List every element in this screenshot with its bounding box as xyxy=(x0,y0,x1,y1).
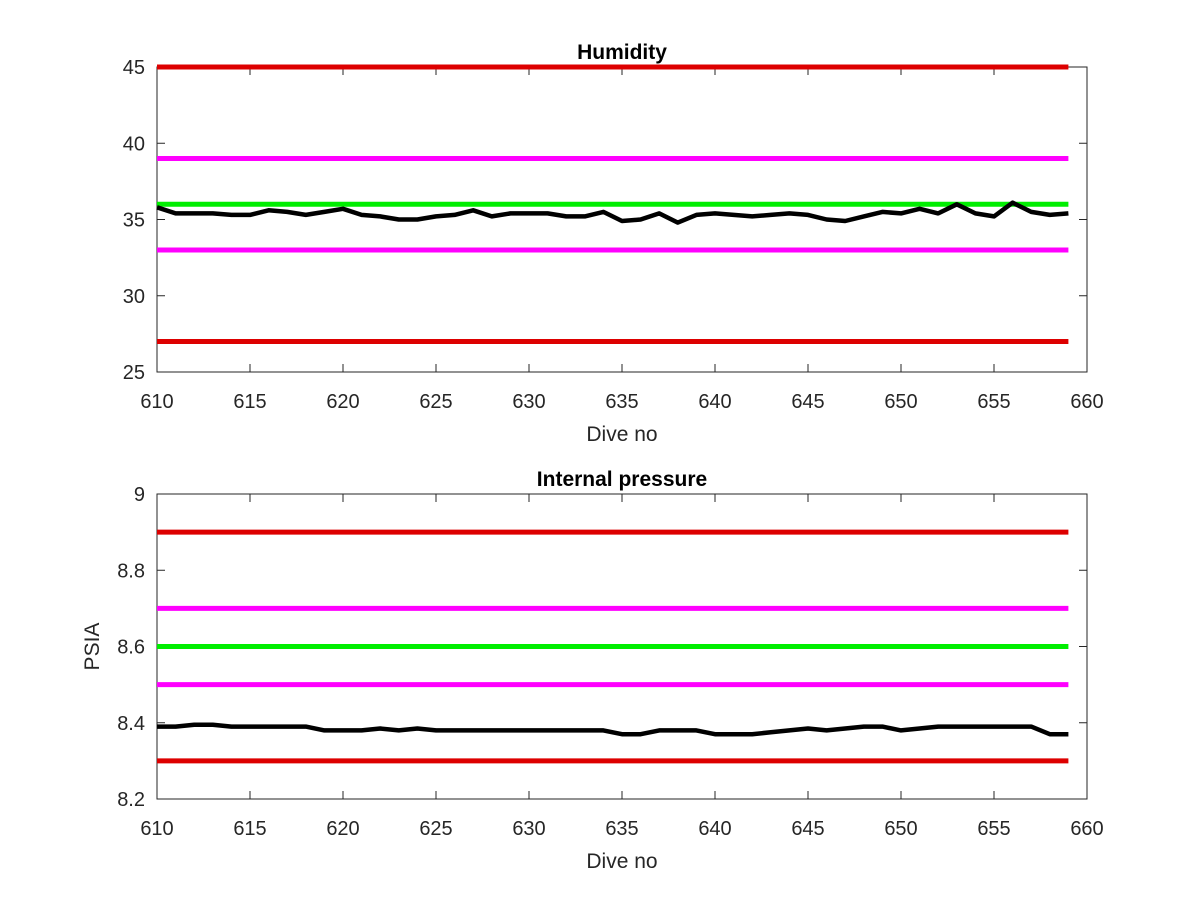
x-tick-label-620: 620 xyxy=(326,818,359,840)
y-tick-label-8-4: 8.4 xyxy=(117,713,145,735)
x-tick-label-620: 620 xyxy=(326,391,359,413)
y-tick-label-8-6: 8.6 xyxy=(117,637,145,659)
y-tick-label-35: 35 xyxy=(123,210,145,232)
x-axis-label: Dive no xyxy=(586,423,657,446)
y-tick-label-8-2: 8.2 xyxy=(117,789,145,811)
y-axis-label: PSIA xyxy=(81,623,104,671)
x-tick-label-645: 645 xyxy=(791,391,824,413)
x-tick-label-640: 640 xyxy=(698,818,731,840)
chart-title-humidity: Humidity xyxy=(577,41,667,64)
y-tick-label-40: 40 xyxy=(123,133,145,155)
x-tick-label-630: 630 xyxy=(512,391,545,413)
x-tick-label-610: 610 xyxy=(140,818,173,840)
x-tick-label-610: 610 xyxy=(140,391,173,413)
chart-title-internal-pressure: Internal pressure xyxy=(537,468,707,491)
y-tick-label-45: 45 xyxy=(123,57,145,79)
x-tick-label-640: 640 xyxy=(698,391,731,413)
y-tick-label-9: 9 xyxy=(134,484,145,506)
x-tick-label-650: 650 xyxy=(884,818,917,840)
x-tick-label-660: 660 xyxy=(1070,818,1103,840)
x-tick-label-655: 655 xyxy=(977,391,1010,413)
humidity-chart: 610 615 620 625 630 635 640 645 650 655 660 25 30 35 4… xyxy=(123,41,1104,446)
y-tick-label-30: 30 xyxy=(123,286,145,308)
y-tick-label-25: 25 xyxy=(123,362,145,384)
x-tick-label-645: 645 xyxy=(791,818,824,840)
x-tick-label-625: 625 xyxy=(419,818,452,840)
measurement-line-5 xyxy=(156,200,1069,225)
x-tick-label-635: 635 xyxy=(605,391,638,413)
x-tick-label-630: 630 xyxy=(512,818,545,840)
x-tick-label-615: 615 xyxy=(233,818,266,840)
x-tick-label-635: 635 xyxy=(605,818,638,840)
x-tick-label-655: 655 xyxy=(977,818,1010,840)
x-tick-label-615: 615 xyxy=(233,391,266,413)
x-axis-label: Dive no xyxy=(586,850,657,873)
internal-pressure-chart: 610 615 620 625 630 635 640 645 650 655 660 8.2 8.4 8… xyxy=(81,468,1104,873)
y-tick-label-8-8: 8.8 xyxy=(117,560,145,582)
measurement-line-5 xyxy=(157,722,1069,737)
x-tick-label-650: 650 xyxy=(884,391,917,413)
x-tick-label-625: 625 xyxy=(419,391,452,413)
x-tick-label-660: 660 xyxy=(1070,391,1103,413)
